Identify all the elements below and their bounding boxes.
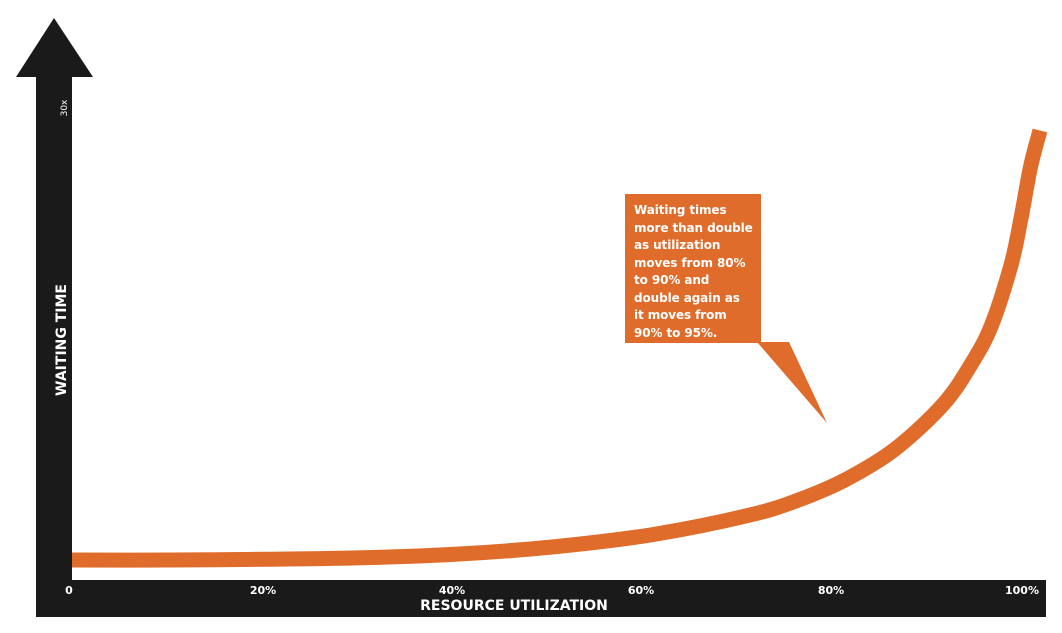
x-tick-label: 100% xyxy=(1005,584,1039,597)
waiting-time-curve xyxy=(71,128,1048,568)
x-tick-label: 80% xyxy=(818,584,844,597)
y-axis-title: WAITING TIME xyxy=(54,284,70,396)
x-axis-bar xyxy=(36,580,1046,617)
x-tick-labels: 0 20% 40% 60% 80% 100% xyxy=(65,584,1039,597)
x-tick-label: 20% xyxy=(250,584,276,597)
annotation-text: Waiting times more than double as utiliz… xyxy=(634,203,753,340)
annotation-callout: Waiting times more than double as utiliz… xyxy=(625,194,761,343)
y-axis-arrow-icon xyxy=(16,18,93,77)
x-axis-title: RESOURCE UTILIZATION xyxy=(420,598,608,614)
x-tick-label: 40% xyxy=(439,584,465,597)
callout-pointer xyxy=(757,342,827,423)
x-tick-label: 0 xyxy=(65,584,73,597)
x-tick-label: 60% xyxy=(628,584,654,597)
y-axis-bar xyxy=(36,75,72,617)
y-tick-label-30x: 30x xyxy=(60,99,70,116)
